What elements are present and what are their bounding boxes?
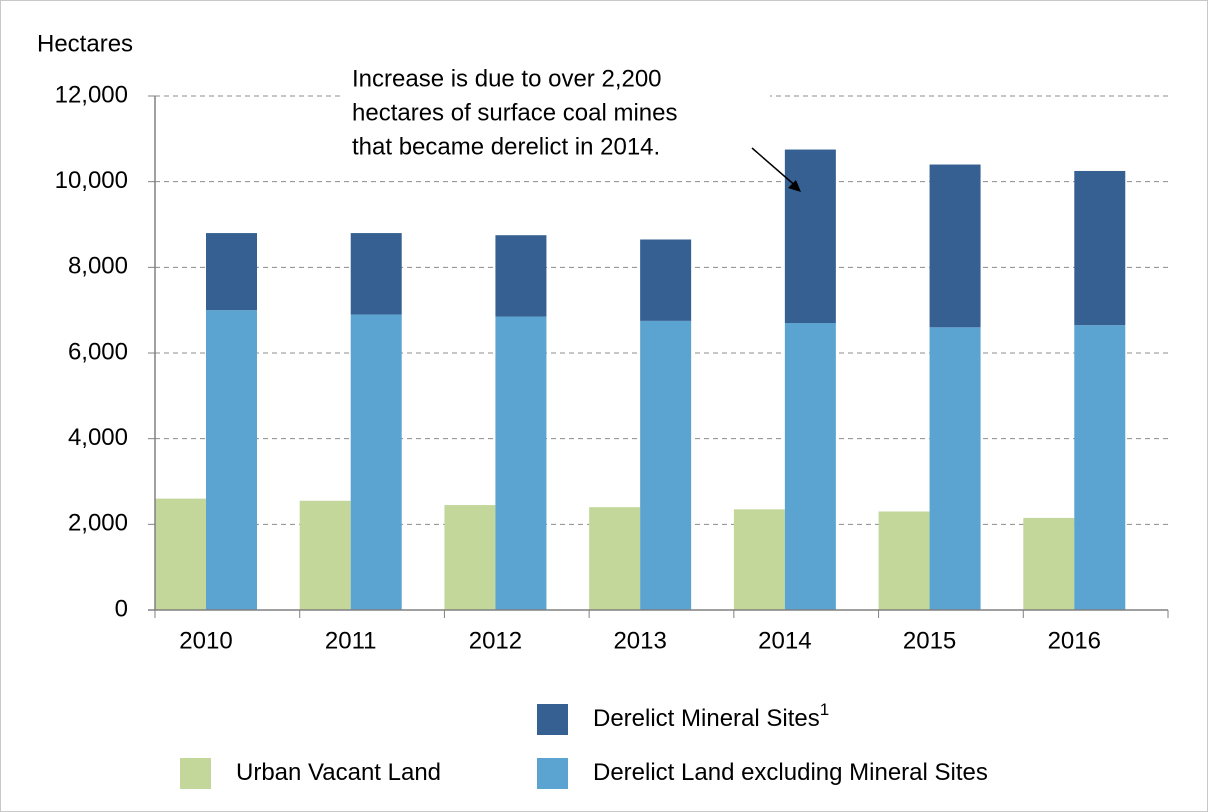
y-tick-label: 8,000 — [68, 253, 128, 280]
x-tick-label: 2010 — [179, 627, 232, 654]
legend-name: Derelict Land excluding Mineral Sites — [593, 759, 988, 786]
bar — [350, 314, 402, 610]
legend-label: Derelict Land excluding Mineral Sites — [593, 759, 988, 786]
bar — [929, 327, 981, 610]
bar — [350, 233, 402, 315]
bar — [784, 149, 836, 324]
bar — [155, 498, 206, 610]
legend-name: Derelict Mineral Sites — [593, 705, 820, 732]
x-tick-label: 2013 — [613, 627, 666, 654]
bar — [784, 323, 836, 610]
annotation-line: that became derelict in 2014. — [352, 133, 660, 160]
legend: Urban Vacant Land Derelict Land excluding… — [180, 700, 988, 789]
legend-swatch — [537, 758, 568, 789]
x-tick-label: 2016 — [1048, 627, 1101, 654]
annotation: Increase is due to over 2,200 hectares of… — [352, 65, 678, 160]
bar — [444, 505, 496, 610]
annotation-line: Increase is due to over 2,200 — [352, 65, 662, 92]
bar — [495, 316, 547, 610]
bar — [733, 509, 785, 610]
bar — [1023, 517, 1075, 610]
bars — [155, 149, 1126, 610]
y-tick-label: 2,000 — [68, 510, 128, 537]
bar — [495, 235, 547, 317]
y-tick-label: 12,000 — [55, 81, 128, 108]
bar — [589, 507, 641, 610]
legend-footnote: 1 — [820, 700, 829, 719]
arrow-head — [788, 180, 801, 192]
legend-swatch — [537, 704, 568, 735]
bar — [1074, 325, 1126, 610]
bar — [1074, 170, 1126, 326]
y-axis-label: Hectares — [37, 30, 133, 57]
x-tick-label: 2012 — [469, 627, 522, 654]
x-tick-label: 2015 — [903, 627, 956, 654]
bar — [299, 500, 351, 610]
y-tick-label: 0 — [115, 595, 128, 622]
y-tick-label: 6,000 — [68, 338, 128, 365]
bar — [878, 511, 930, 610]
legend-label: Urban Vacant Land — [236, 759, 441, 786]
annotation-bg — [340, 62, 770, 168]
y-tick-label: 10,000 — [55, 167, 128, 194]
bar — [206, 233, 257, 311]
legend-label: Derelict Mineral Sites1 — [593, 700, 829, 732]
bar — [640, 320, 692, 610]
x-tick-label: 2014 — [758, 627, 811, 654]
bar — [640, 239, 692, 321]
annotation-arrow — [751, 147, 799, 189]
annotation-line: hectares of surface coal mines — [352, 99, 678, 126]
bar — [206, 310, 257, 610]
bar — [929, 164, 981, 328]
y-tick-label: 4,000 — [68, 424, 128, 451]
x-tick-label: 2011 — [325, 627, 377, 654]
legend-name: Urban Vacant Land — [236, 759, 441, 786]
legend-swatch — [180, 758, 211, 789]
